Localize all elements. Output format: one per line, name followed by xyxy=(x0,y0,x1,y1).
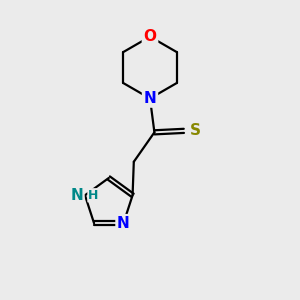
Text: O: O xyxy=(143,29,157,44)
Text: S: S xyxy=(190,123,201,138)
Text: H: H xyxy=(88,189,98,202)
Text: N: N xyxy=(117,216,130,231)
Text: N: N xyxy=(71,188,83,203)
Text: N: N xyxy=(144,91,156,106)
